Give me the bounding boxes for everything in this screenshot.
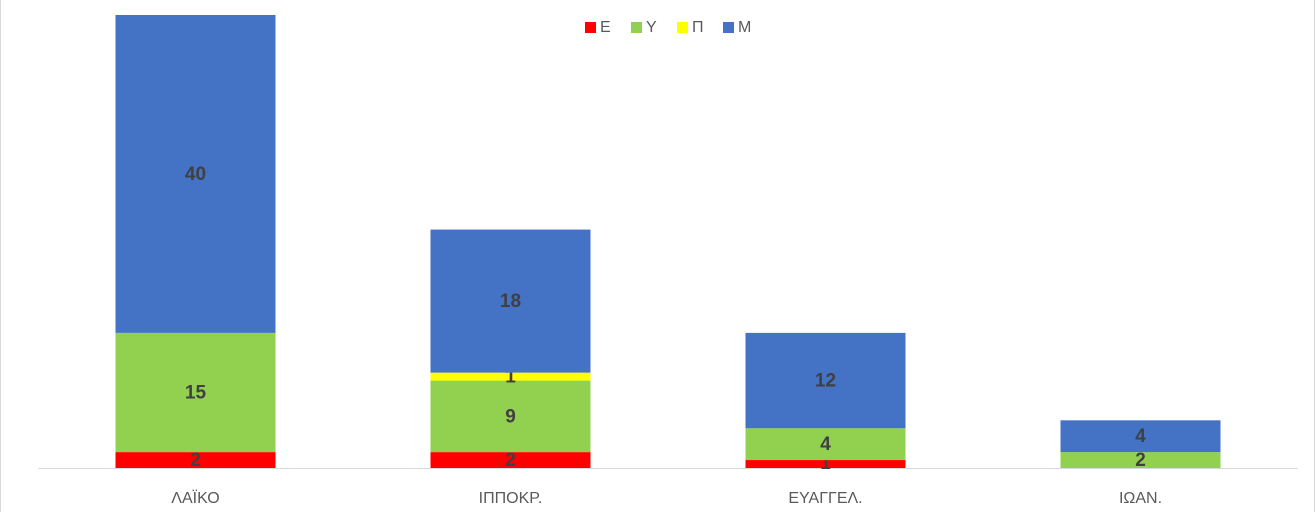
x-tick-label: ΛΑΪΚΟ — [171, 489, 219, 507]
bar-segment — [745, 460, 906, 468]
data-label: 2 — [190, 450, 201, 471]
bar-segment — [745, 332, 906, 429]
data-label: 1 — [820, 453, 831, 474]
data-label: 40 — [185, 164, 206, 185]
bar-segment — [430, 229, 591, 373]
bar-segment — [1060, 452, 1221, 468]
bar-segment — [115, 15, 276, 333]
bar-segment — [115, 452, 276, 468]
legend-swatch — [677, 22, 688, 33]
data-label: 4 — [1135, 426, 1146, 447]
bar-segment — [430, 372, 591, 381]
bar-segment — [1060, 420, 1221, 453]
legend-swatch — [723, 22, 734, 33]
x-tick-label: ΙΠΠΟΚΡ. — [479, 490, 543, 507]
legend-swatch — [585, 22, 596, 33]
data-label: 2 — [505, 450, 516, 471]
bar-segment — [430, 380, 591, 453]
data-label: 12 — [815, 371, 836, 392]
data-label: 15 — [185, 383, 207, 404]
data-label: 9 — [505, 406, 516, 427]
data-label: 1 — [505, 367, 516, 388]
legend-swatch — [631, 22, 642, 33]
legend-label: Υ — [646, 19, 657, 36]
bar-segment — [115, 332, 276, 453]
legend-label: Ε — [600, 19, 611, 36]
legend-label: Μ — [738, 19, 751, 36]
data-label: 18 — [500, 291, 521, 312]
x-tick-label: ΙΩΑΝ. — [1119, 490, 1162, 507]
x-tick-label: ΕΥΑΓΓΕΛ. — [788, 490, 862, 507]
bar-segment — [430, 452, 591, 468]
data-label: 2 — [1135, 450, 1146, 471]
legend-label: Π — [692, 19, 704, 36]
data-label: 4 — [820, 434, 831, 455]
bar-segment — [745, 428, 906, 461]
